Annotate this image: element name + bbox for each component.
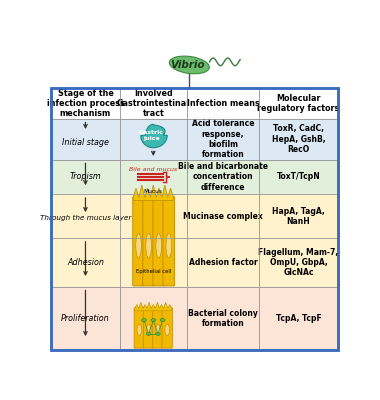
Text: Mucinase complex: Mucinase complex [183,212,263,221]
Text: Molecular
regulatory factors: Molecular regulatory factors [258,94,340,113]
Ellipse shape [156,324,160,335]
Ellipse shape [151,318,156,322]
Text: Involved
Gastrointestinal
tract: Involved Gastrointestinal tract [117,88,190,118]
Text: Initial stage: Initial stage [62,138,109,147]
FancyBboxPatch shape [143,308,154,348]
Text: Acid tolerance
response,
biofilm
formation: Acid tolerance response, biofilm formati… [192,119,254,159]
Bar [51,238,338,287]
Bar [51,88,338,119]
Text: Tropism: Tropism [70,172,101,182]
Text: Bile and bicarbonate
concentration
difference: Bile and bicarbonate concentration diffe… [178,162,268,192]
Ellipse shape [142,318,146,322]
Bar [51,88,338,350]
Text: ToxT/TcpN: ToxT/TcpN [277,172,320,182]
Text: Bacterial colony
formation: Bacterial colony formation [188,308,258,328]
Ellipse shape [136,233,141,258]
Ellipse shape [166,233,171,258]
FancyBboxPatch shape [143,197,154,286]
Text: HapA, TagA,
NanH: HapA, TagA, NanH [272,206,325,226]
Ellipse shape [160,318,165,322]
Ellipse shape [156,332,160,335]
Text: Gastric
juice: Gastric juice [139,130,164,141]
FancyBboxPatch shape [153,197,165,286]
Text: Mucus: Mucus [144,189,163,194]
Ellipse shape [137,324,142,335]
Text: Stage of the
infection process
mechanism: Stage of the infection process mechanism [47,88,124,118]
Ellipse shape [146,233,151,258]
Ellipse shape [146,324,151,335]
Text: Flagellum, Mam-7,
OmpU, GbpA,
GlcNAc: Flagellum, Mam-7, OmpU, GbpA, GlcNAc [258,248,339,277]
Text: Bile and mucus: Bile and mucus [129,167,177,172]
Polygon shape [141,124,167,148]
Bar [51,88,338,350]
Bar [51,119,338,160]
Text: Proliferation: Proliferation [61,314,110,323]
Polygon shape [135,302,172,311]
FancyBboxPatch shape [134,308,145,348]
FancyBboxPatch shape [163,197,174,286]
Text: Vibrio: Vibrio [170,60,204,70]
Ellipse shape [169,56,209,74]
FancyBboxPatch shape [162,308,173,348]
FancyBboxPatch shape [153,308,163,348]
Text: Adhesion: Adhesion [67,258,104,267]
FancyBboxPatch shape [133,197,144,286]
Text: Epithelial cell: Epithelial cell [136,270,171,274]
Text: Infection means: Infection means [187,99,260,108]
Ellipse shape [165,324,169,335]
Polygon shape [133,185,173,200]
Text: Through the mucus layer: Through the mucus layer [40,215,131,221]
Bar [51,160,338,194]
Ellipse shape [146,332,151,335]
Ellipse shape [156,233,162,258]
Bar [51,194,338,238]
Text: TcpA, TcpF: TcpA, TcpF [276,314,321,323]
Text: ToxR, CadC,
HepA, GshB,
RecO: ToxR, CadC, HepA, GshB, RecO [272,124,325,154]
Bar [51,287,338,350]
Text: Adhesion factor: Adhesion factor [188,258,257,267]
